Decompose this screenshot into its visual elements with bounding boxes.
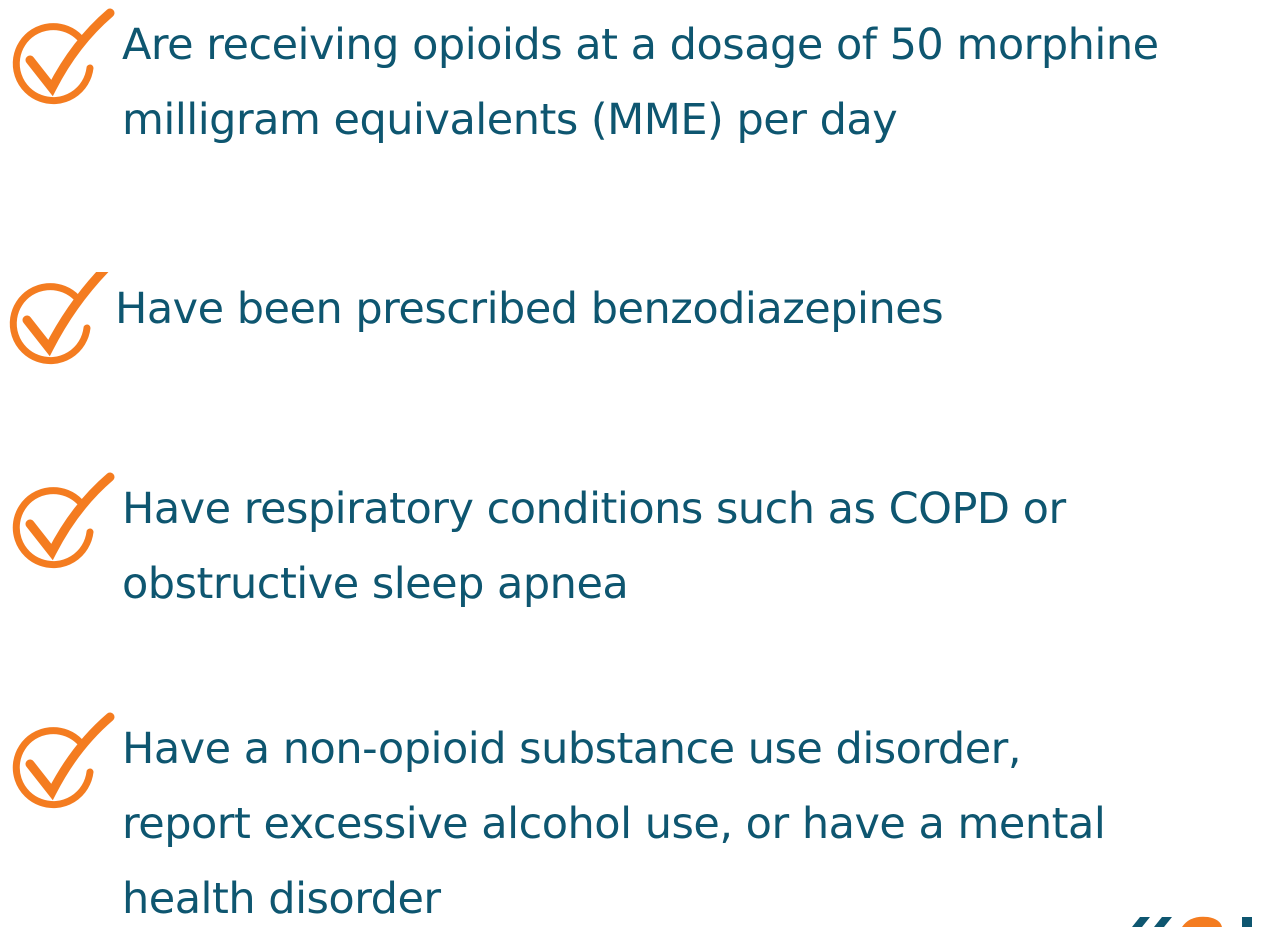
text-line: report excessive alcohol use, or have a … <box>122 799 1106 849</box>
check-icon <box>12 712 115 809</box>
text-line: Have respiratory conditions such as COPD… <box>122 484 1066 534</box>
check-icon <box>9 272 109 365</box>
text-line: Have been prescribed benzodiazepines <box>115 284 944 334</box>
check-icon <box>12 8 115 105</box>
item-text: Have a non-opioid substance use disorder… <box>122 712 1106 937</box>
text-line: Are receiving opioids at a dosage of 50 … <box>122 20 1159 70</box>
text-line: obstructive sleep apnea <box>122 559 629 609</box>
logo-fragment <box>1132 916 1252 927</box>
item-text: Are receiving opioids at a dosage of 50 … <box>122 8 1159 158</box>
check-icon <box>12 472 115 569</box>
text-line: Have a non-opioid substance use disorder… <box>122 724 1022 774</box>
item-text: Have respiratory conditions such as COPD… <box>122 472 1066 622</box>
text-line: health disorder <box>122 874 441 924</box>
text-line: milligram equivalents (MME) per day <box>122 95 898 145</box>
item-text: Have been prescribed benzodiazepines <box>115 272 944 347</box>
